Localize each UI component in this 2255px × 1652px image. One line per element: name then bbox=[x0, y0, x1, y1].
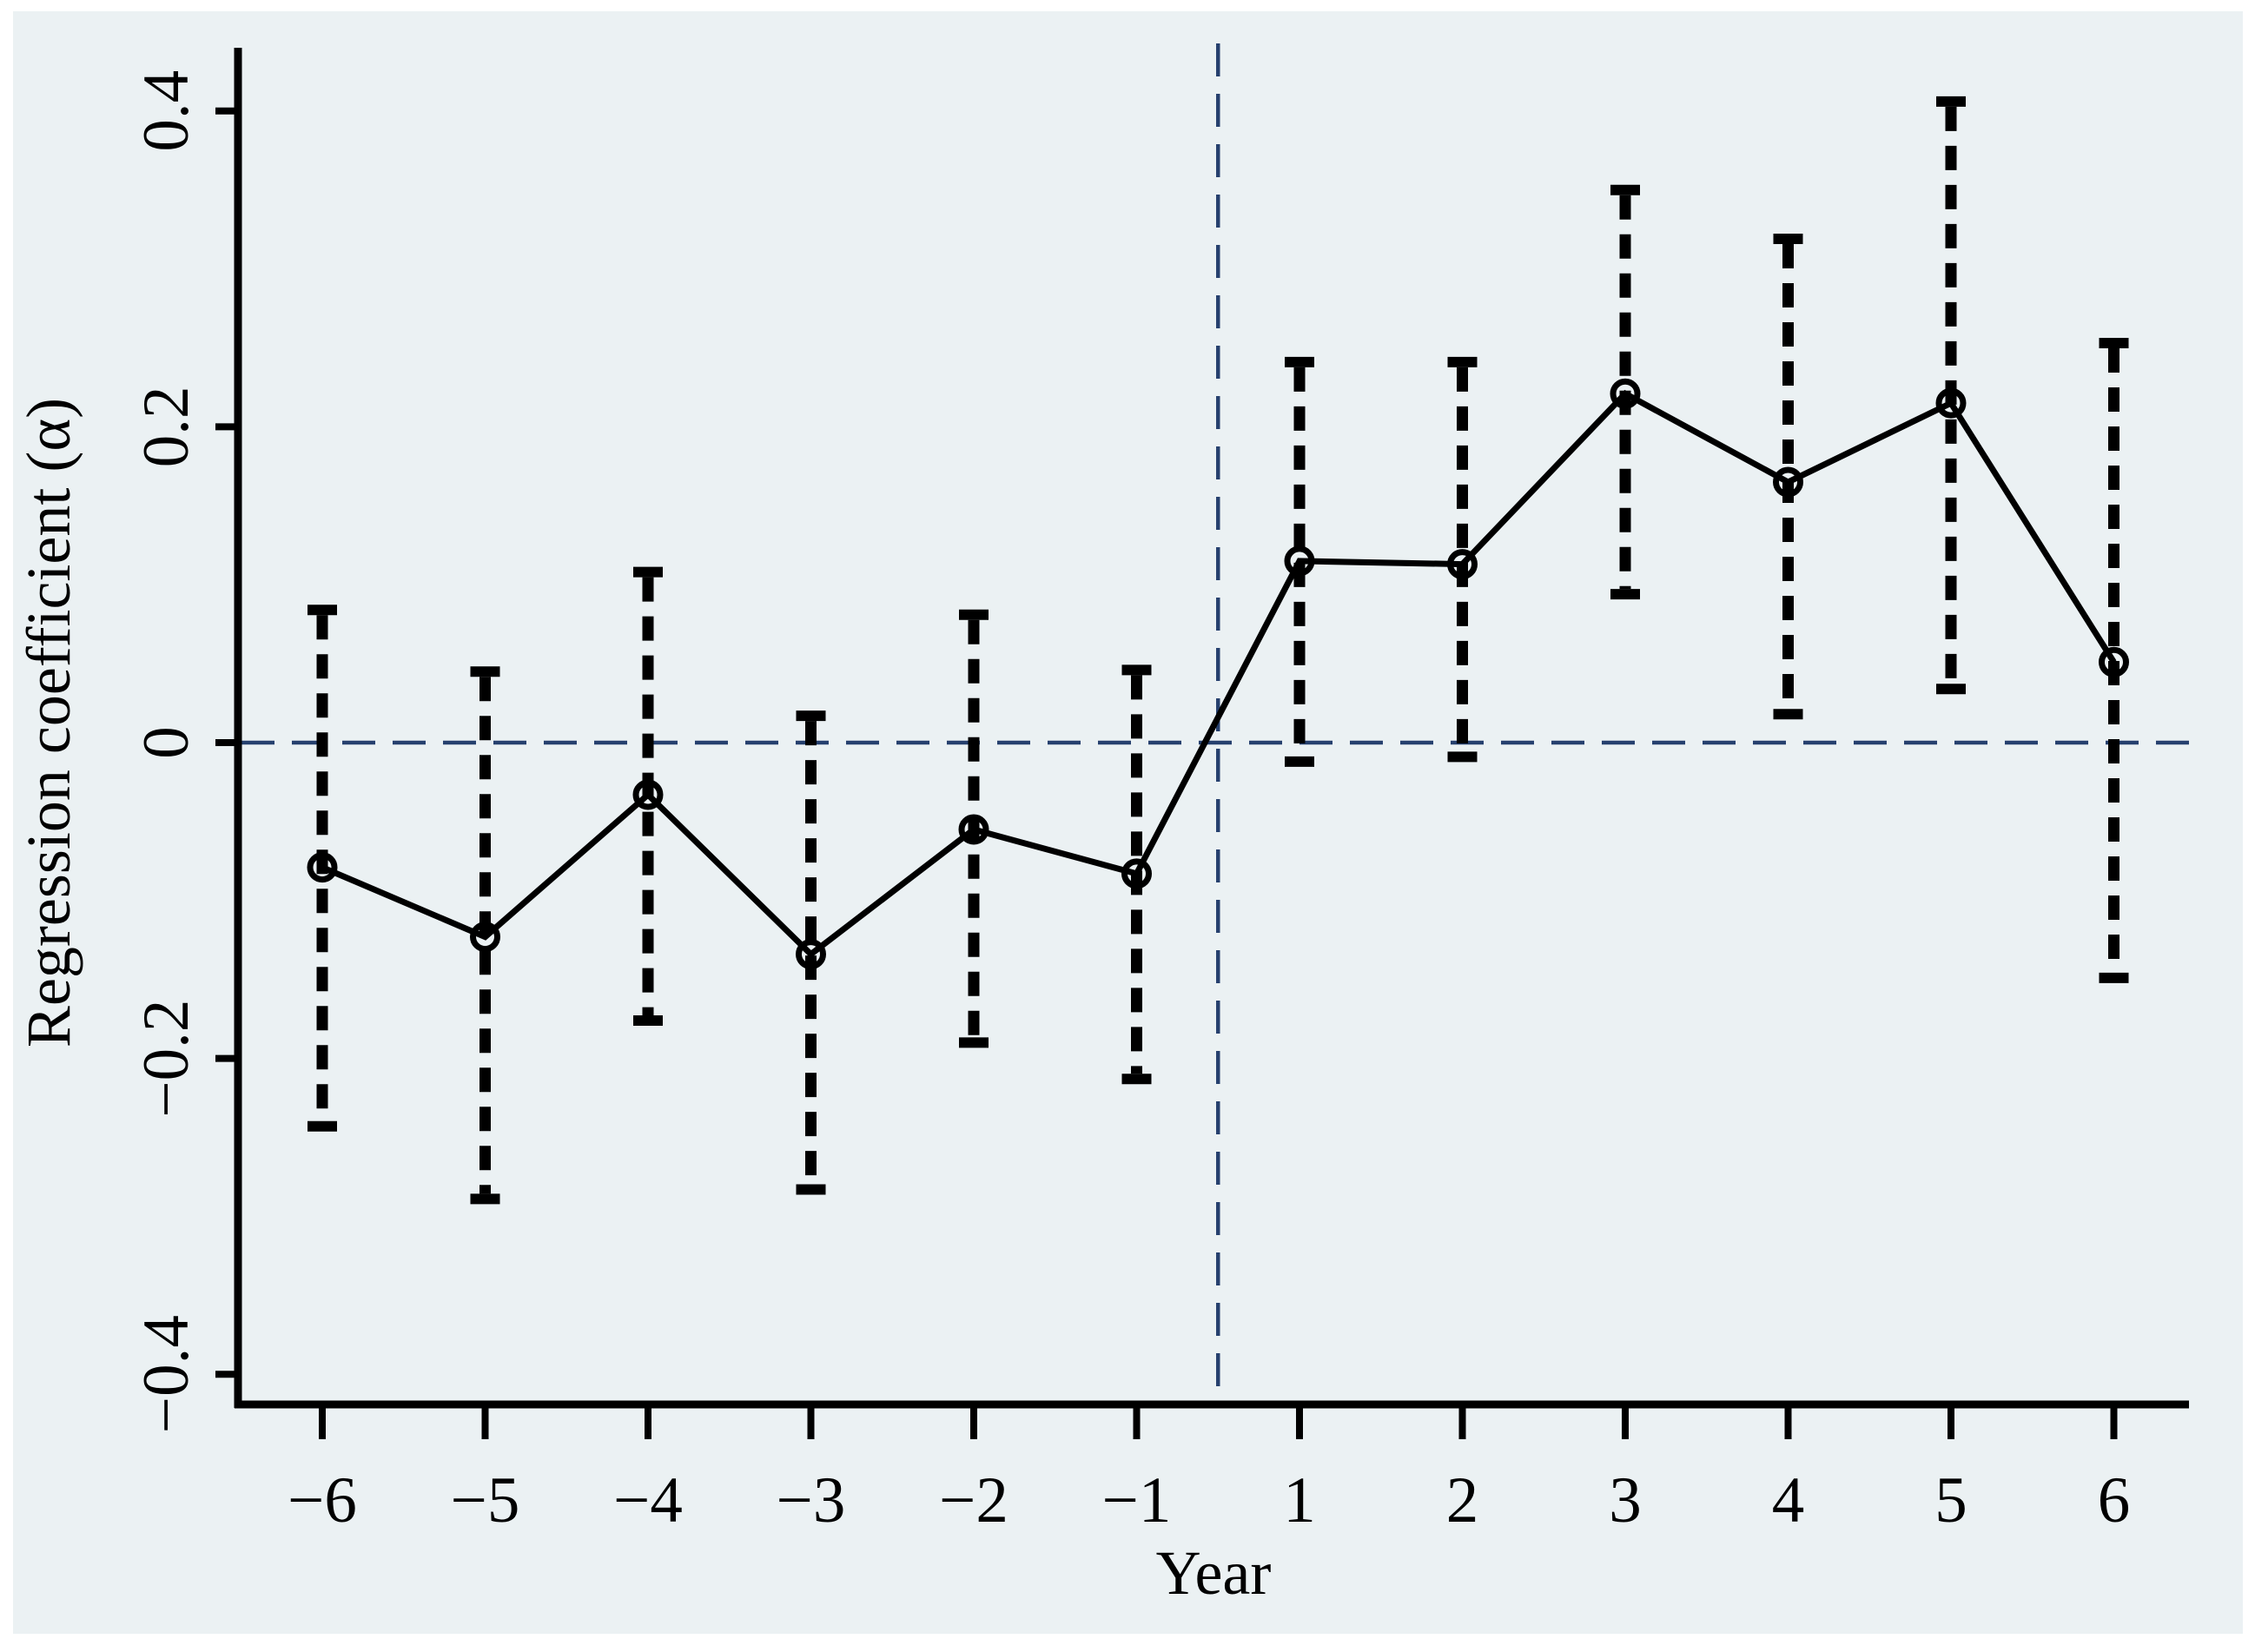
x-tick-label: 1 bbox=[1283, 1464, 1316, 1536]
y-tick-label: 0 bbox=[130, 726, 202, 759]
y-tick-label: 0.2 bbox=[130, 387, 202, 468]
data-point-marker bbox=[1935, 387, 1967, 419]
data-point-marker bbox=[1121, 858, 1152, 889]
zero-reference-lines bbox=[241, 43, 2189, 1404]
plot-background bbox=[13, 11, 2243, 1634]
x-tick-label: 5 bbox=[1934, 1464, 1967, 1536]
data-point-marker bbox=[796, 939, 826, 970]
axes bbox=[234, 48, 2189, 1409]
x-tick-label: −4 bbox=[613, 1464, 683, 1536]
x-tick-label: −5 bbox=[451, 1464, 520, 1536]
y-tick-label: −0.4 bbox=[130, 1315, 202, 1433]
x-tick-label: 2 bbox=[1446, 1464, 1479, 1536]
coefficient-markers bbox=[307, 378, 2129, 970]
data-point-marker bbox=[470, 922, 500, 953]
data-point-marker bbox=[1773, 466, 1803, 498]
data-point-marker bbox=[958, 814, 989, 845]
x-tick-label: −1 bbox=[1102, 1464, 1172, 1536]
data-point-marker bbox=[1610, 378, 1641, 409]
data-point-marker bbox=[1284, 545, 1315, 577]
data-point-marker bbox=[1447, 549, 1478, 580]
x-tick-label: −6 bbox=[288, 1464, 357, 1536]
data-point-marker bbox=[307, 852, 338, 883]
y-axis-title: Regression coefficient (α) bbox=[14, 398, 83, 1047]
y-tick-label: 0.4 bbox=[130, 70, 202, 152]
x-tick-label: 4 bbox=[1772, 1464, 1805, 1536]
x-tick-label: −2 bbox=[939, 1464, 1008, 1536]
x-tick-label: 3 bbox=[1609, 1464, 1642, 1536]
data-point-marker bbox=[632, 779, 664, 810]
x-axis-title: Year bbox=[1156, 1538, 1272, 1608]
data-point-marker bbox=[2099, 646, 2129, 677]
x-axis-tick-labels: −6 −5 −4 −3 −2 −1 1 2 3 4 5 6 bbox=[288, 1464, 2130, 1536]
y-tick-label: −0.2 bbox=[130, 1000, 202, 1118]
y-axis-tick-labels: 0.4 0.2 0 −0.2 −0.4 bbox=[130, 70, 202, 1433]
x-tick-label: 6 bbox=[2098, 1464, 2131, 1536]
y-axis-ticks bbox=[215, 107, 235, 1378]
x-axis-ticks bbox=[319, 1408, 2118, 1439]
coefficient-series-line bbox=[321, 389, 2117, 959]
x-tick-label: −3 bbox=[777, 1464, 846, 1536]
